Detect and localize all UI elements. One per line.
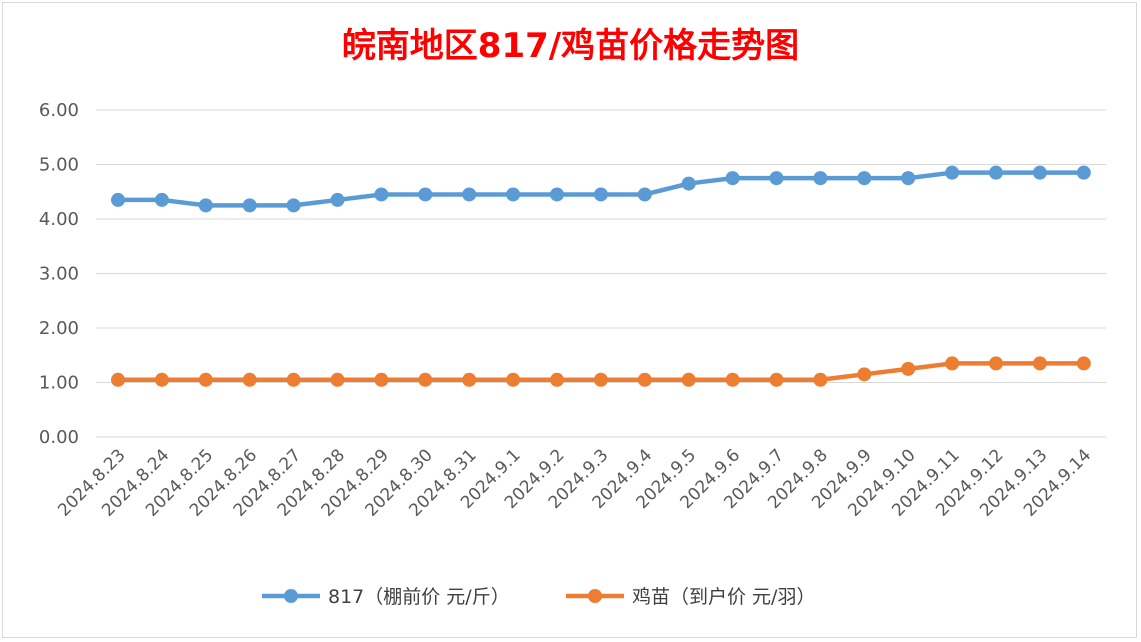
- data-point: [111, 372, 125, 387]
- data-point: [813, 372, 828, 387]
- data-point: [286, 198, 301, 213]
- legend-marker: [588, 589, 602, 603]
- data-point: [374, 187, 389, 202]
- data-point: [769, 372, 784, 387]
- data-point: [593, 372, 608, 387]
- legend: 817（棚前价 元/斤） 鸡苗（到户价 元/羽）: [262, 586, 815, 608]
- series-1: [111, 165, 1091, 213]
- data-point: [330, 372, 345, 387]
- data-point: [286, 372, 301, 387]
- data-point: [989, 356, 1003, 371]
- data-point: [945, 165, 960, 180]
- data-point: [330, 192, 345, 207]
- data-point: [462, 372, 477, 387]
- data-point: [198, 372, 213, 387]
- data-point: [418, 187, 433, 202]
- data-point: [111, 192, 125, 207]
- y-axis-ticks: 0.00 1.00 2.00 3.00 4.00 5.00 6.00: [39, 100, 79, 448]
- data-point: [769, 171, 784, 186]
- data-point: [989, 165, 1003, 180]
- data-point: [1032, 165, 1047, 180]
- series-2: [111, 356, 1091, 387]
- data-point: [637, 187, 652, 202]
- y-tick-label: 2.00: [39, 318, 79, 339]
- data-point: [593, 187, 608, 202]
- data-point: [681, 372, 696, 387]
- y-tick-label: 1.00: [39, 373, 79, 394]
- data-point: [857, 367, 872, 382]
- data-point: [1076, 165, 1091, 180]
- data-point: [154, 192, 169, 207]
- data-point: [1076, 356, 1091, 371]
- data-point: [418, 372, 433, 387]
- y-tick-label: 4.00: [39, 209, 79, 230]
- y-tick-label: 3.00: [39, 264, 79, 285]
- series-layer: [111, 165, 1091, 387]
- legend-label: 817（棚前价 元/斤）: [328, 586, 510, 608]
- x-axis-ticks: 2024.8.232024.8.242024.8.252024.8.262024…: [54, 445, 1095, 520]
- data-point: [242, 198, 257, 213]
- data-point: [901, 171, 916, 186]
- data-point: [725, 372, 740, 387]
- grid-layer: [96, 109, 1106, 438]
- data-point: [945, 356, 960, 371]
- data-point: [857, 171, 872, 186]
- data-point: [462, 187, 477, 202]
- data-point: [681, 176, 696, 191]
- data-point: [154, 372, 169, 387]
- data-point: [813, 171, 828, 186]
- y-tick-label: 0.00: [39, 427, 79, 448]
- data-point: [506, 187, 521, 202]
- y-tick-label: 6.00: [39, 100, 79, 121]
- data-point: [637, 372, 652, 387]
- legend-marker: [284, 589, 298, 603]
- data-point: [242, 372, 257, 387]
- data-point: [901, 361, 916, 376]
- data-point: [550, 372, 564, 387]
- chart-title: 皖南地区817/鸡苗价格走势图: [341, 26, 800, 66]
- data-point: [725, 171, 740, 186]
- legend-label: 鸡苗（到户价 元/羽）: [632, 586, 815, 608]
- data-point: [1032, 356, 1047, 371]
- data-point: [198, 198, 213, 213]
- y-tick-label: 5.00: [39, 155, 79, 176]
- data-point: [506, 372, 521, 387]
- data-point: [550, 187, 564, 202]
- data-point: [374, 372, 389, 387]
